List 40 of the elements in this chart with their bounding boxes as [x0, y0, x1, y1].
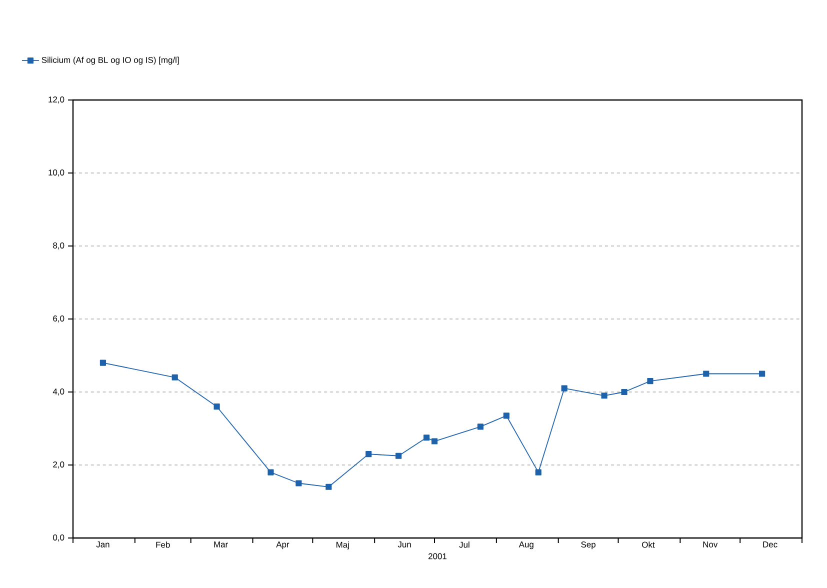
point — [268, 469, 274, 476]
y-tick-label: 6,0 — [53, 316, 64, 322]
point — [561, 385, 568, 392]
x-tick-label: Okt — [642, 542, 655, 548]
point — [326, 484, 332, 490]
x-tick-label: Jun — [398, 542, 411, 548]
x-tick-label: Jul — [459, 542, 470, 548]
x-tick-label: Aug — [518, 542, 534, 550]
point — [431, 438, 438, 444]
point — [703, 370, 710, 377]
point — [100, 360, 106, 366]
point — [759, 370, 766, 377]
x-tick-label: Sep — [581, 542, 596, 550]
point — [503, 412, 510, 419]
point — [647, 378, 654, 384]
legend-label: Silicium (Af og BL og IO og IS) [mg/l] — [42, 56, 179, 65]
y-tick-label: 2,0 — [53, 462, 64, 468]
point — [214, 404, 220, 410]
x-tick-label: Apr — [276, 542, 290, 550]
x-tick-label: Mar — [214, 542, 228, 548]
x-tick-label: Maj — [336, 542, 349, 550]
point — [172, 374, 178, 380]
point — [396, 452, 402, 459]
y-tick-label: 0,0 — [53, 534, 64, 542]
point — [296, 480, 302, 486]
y-tick-label: 8,0 — [53, 242, 64, 250]
x-axis-title: 2001 — [428, 553, 447, 560]
point — [366, 451, 372, 458]
x-tick-label: Feb — [156, 542, 170, 548]
x-tick-label: Nov — [703, 542, 718, 548]
point — [601, 392, 608, 399]
x-tick-label: Jan — [96, 542, 110, 548]
x-tick-label: Dec — [763, 542, 778, 548]
y-tick-label: 10,0 — [48, 170, 64, 176]
y-tick-label: 12,0 — [48, 96, 64, 104]
point — [535, 469, 542, 476]
point — [477, 424, 484, 430]
point — [423, 434, 430, 441]
y-tick-label: 4,0 — [52, 388, 64, 396]
point — [621, 388, 628, 396]
